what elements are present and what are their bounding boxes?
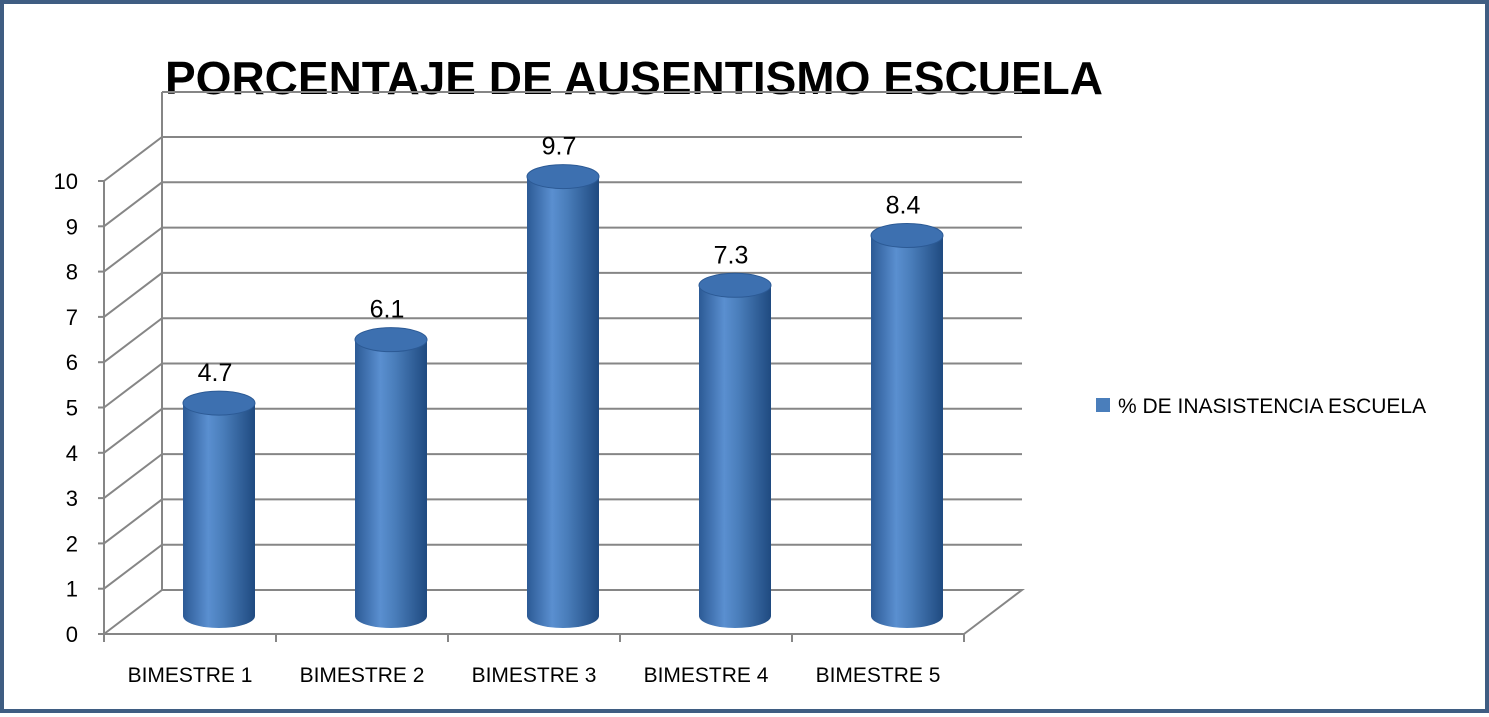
x-tick-label: BIMESTRE 4	[644, 664, 769, 687]
legend-swatch	[1096, 398, 1110, 412]
bar-top	[526, 164, 600, 190]
bar-body	[699, 285, 771, 628]
legend-label: % DE INASISTENCIA ESCUELA	[1118, 395, 1426, 418]
y-tick-label: 2	[66, 531, 78, 556]
y-tick-label: 1	[66, 577, 78, 602]
x-tick-label: BIMESTRE 3	[472, 664, 597, 687]
data-label: 4.7	[198, 359, 233, 387]
bar-top	[870, 222, 944, 248]
y-tick-label: 8	[66, 260, 78, 285]
bar-body	[871, 235, 943, 629]
data-label: 6.1	[370, 296, 405, 324]
gridline	[103, 136, 1022, 182]
x-tick-label: BIMESTRE 2	[300, 664, 425, 687]
bar-top	[354, 327, 428, 353]
y-tick-label: 7	[66, 305, 78, 330]
data-label: 7.3	[714, 241, 749, 269]
bar-top	[182, 390, 256, 416]
bar-body	[355, 339, 427, 628]
data-labels: 4.7 6.1 9.7 7.3 8.4	[198, 133, 921, 388]
gridlines	[103, 91, 1025, 635]
y-tick-label: 6	[66, 350, 78, 375]
bar-body	[183, 403, 255, 628]
chart-svg: PORCENTAJE DE AUSENTISMO ESCUELA 0 1 2 3 4 5 6…	[54, 52, 1427, 687]
bar	[526, 164, 600, 628]
y-tick-label: 5	[66, 396, 78, 421]
bar	[354, 327, 428, 628]
bar	[698, 272, 772, 628]
chart-title: PORCENTAJE DE AUSENTISMO ESCUELA	[165, 52, 1103, 104]
y-tick-label: 10	[54, 169, 78, 194]
bar-top	[698, 272, 772, 298]
data-label: 8.4	[886, 191, 921, 219]
bars	[182, 164, 944, 629]
data-label: 9.7	[542, 133, 577, 161]
y-tick-label: 3	[66, 486, 78, 511]
x-tick-label: BIMESTRE 1	[128, 664, 253, 687]
bar-body	[527, 176, 599, 628]
x-tick-label: BIMESTRE 5	[816, 664, 941, 687]
bar	[870, 222, 944, 629]
gridline	[103, 181, 1022, 228]
y-tick-label: 4	[66, 441, 78, 466]
legend: % DE INASISTENCIA ESCUELA	[1096, 395, 1426, 418]
axes: 0 1 2 3 4 5 6 7 8 9 10 BIMESTRE 1 BIMESTRE 2 BIMESTRE…	[54, 169, 965, 687]
y-tick-label: 0	[66, 622, 78, 647]
gridline	[103, 226, 1022, 273]
y-tick-label: 9	[66, 214, 78, 239]
bar	[182, 390, 256, 628]
